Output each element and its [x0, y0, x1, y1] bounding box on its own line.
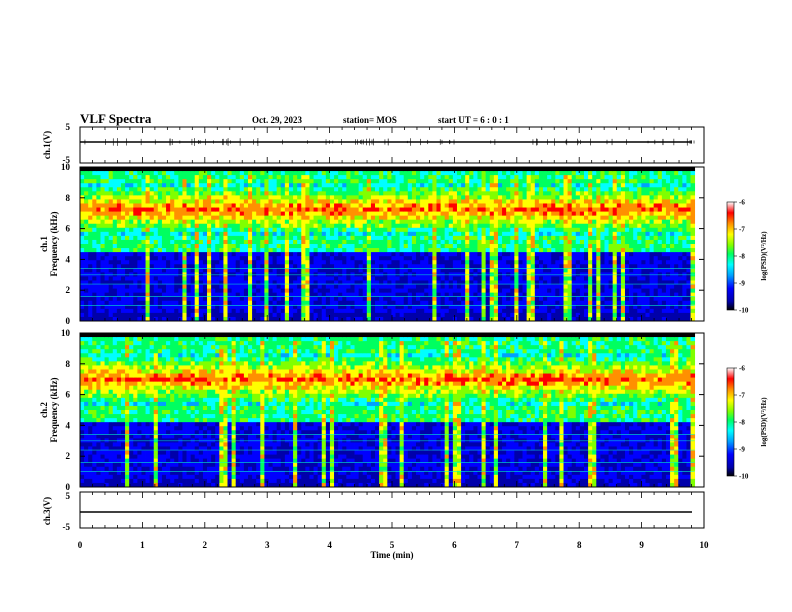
ch1-waveform-ylabel: ch.1(V): [42, 131, 52, 159]
colorbar-tick-label: -9: [739, 280, 745, 288]
ch1-spectrogram-image: [80, 167, 696, 322]
spec2-ytick-label: 6: [66, 390, 71, 400]
spec2-ytick-label: 8: [66, 359, 71, 369]
x-tick-label: 0: [78, 540, 83, 550]
colorbar-tick-label: -7: [739, 392, 745, 400]
ch1-colorbar-ticks: -6 -7 -8 -9 -10: [734, 199, 749, 315]
ch1-spectrogram-yticks: 0 2 4 6 8 10: [61, 162, 704, 326]
ch1-ytick-bottom: -5: [63, 155, 71, 165]
spec1-ytick-label: 2: [66, 285, 71, 295]
spec1-ytick-label: 10: [61, 162, 71, 172]
ch3-ytick-top: 5: [66, 491, 71, 501]
ch3-waveform-panel: 5 -5 ch.3(V): [42, 491, 705, 532]
colorbar-tick-label: -6: [739, 365, 745, 373]
ch1-spectrogram-panel: 0 2 4 6 8 10 ch.1 Frequency (kHz): [39, 162, 705, 326]
ch2-colorbar-gradient: [726, 367, 735, 477]
spec2-ytick-label: 4: [66, 420, 71, 430]
ch3-ytick-bottom: -5: [63, 522, 71, 532]
x-axis-label: Time (min): [370, 550, 413, 560]
ch3-waveform-ylabel: ch.3(V): [42, 497, 52, 525]
ch1-waveform-spikes: [84, 138, 695, 146]
ch2-spectrogram-ylabel-1: ch.2: [39, 402, 49, 418]
ch1-spectrogram-ylabel-2: Frequency (kHz): [49, 211, 59, 276]
spec1-ytick-label: 8: [66, 193, 71, 203]
x-tick-label: 8: [577, 540, 582, 550]
spec2-ytick-label: 10: [61, 328, 71, 338]
ch2-spectrogram-ylabel-2: Frequency (kHz): [49, 377, 59, 442]
x-tick-label: 7: [515, 540, 520, 550]
spec2-ytick-label: 2: [66, 451, 71, 461]
colorbar-tick-label: -8: [739, 253, 745, 261]
colorbar-tick-label: -8: [739, 419, 745, 427]
ch1-ytick-top: 5: [66, 122, 71, 132]
ch2-colorbar: -6 -7 -8 -9 -10 log(PSD)(V²/Hz): [726, 365, 768, 481]
x-tick-label: 2: [203, 540, 208, 550]
ch1-colorbar: -6 -7 -8 -9 -10 log(PSD)(V²/Hz): [726, 199, 768, 315]
colorbar-tick-label: -10: [739, 307, 749, 315]
start-time-label: start UT = 6 : 0 : 1: [438, 115, 509, 125]
ch1-colorbar-label: log(PSD)(V²/Hz): [760, 231, 768, 281]
station-label: station= MOS: [343, 115, 397, 125]
time-axis-ticks: [79, 127, 705, 528]
ch1-waveform-panel: 5 -5 ch.1(V): [42, 122, 705, 165]
x-tick-label: 4: [327, 540, 332, 550]
time-axis-labels: 0 1 2 3 4 5 6 7 8 9 10: [78, 540, 709, 550]
colorbar-tick-label: -9: [739, 446, 745, 454]
x-tick-label: 6: [452, 540, 457, 550]
x-tick-label: 1: [140, 540, 145, 550]
ch2-spectrogram-yticks: 0 2 4 6 8 10: [61, 328, 704, 492]
x-tick-label: 3: [265, 540, 270, 550]
ch2-spectrogram-panel: 0 2 4 6 8 10 ch.2 Frequency (kHz): [39, 328, 705, 492]
ch1-colorbar-gradient: [726, 201, 735, 311]
ch2-colorbar-label: log(PSD)(V²/Hz): [760, 397, 768, 447]
ch1-spectrogram-ylabel-1: ch.1: [39, 236, 49, 252]
chart-title: VLF Spectra: [80, 111, 152, 126]
spec2-ytick-label: 0: [66, 482, 71, 492]
x-tick-label: 9: [639, 540, 644, 550]
ch2-spectrogram-image: [80, 333, 696, 488]
x-tick-label: 5: [390, 540, 395, 550]
spec1-ytick-label: 4: [66, 254, 71, 264]
spec1-ytick-label: 6: [66, 224, 71, 234]
colorbar-tick-label: -7: [739, 226, 745, 234]
x-tick-label: 10: [700, 540, 710, 550]
colorbar-tick-label: -10: [739, 473, 749, 481]
ch2-colorbar-ticks: -6 -7 -8 -9 -10: [734, 365, 749, 481]
date-label: Oct. 29, 2023: [252, 115, 302, 125]
spec1-ytick-label: 0: [66, 316, 71, 326]
colorbar-tick-label: -6: [739, 199, 745, 207]
